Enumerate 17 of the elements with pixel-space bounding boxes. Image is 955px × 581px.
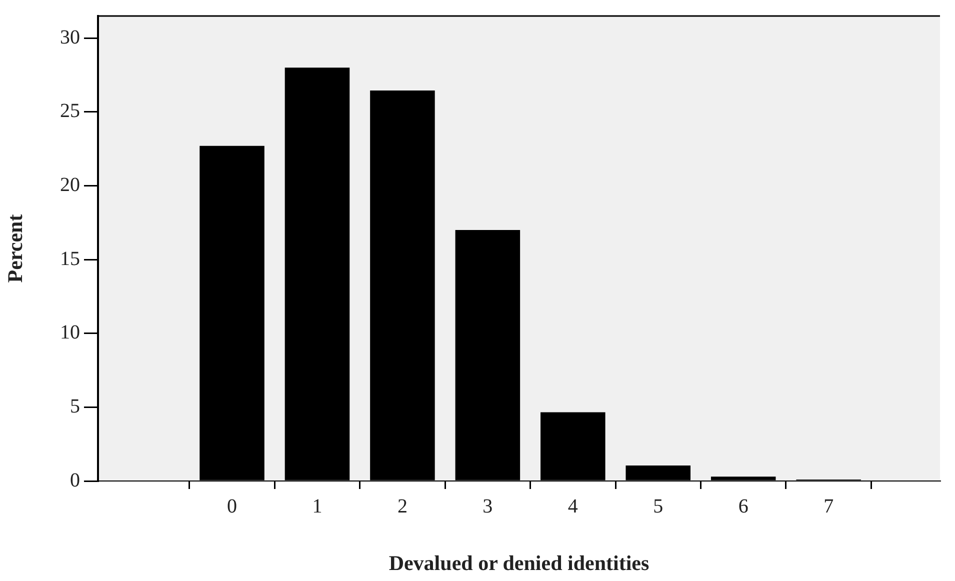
x-tick-label: 4 xyxy=(568,495,578,518)
y-tick-label: 10 xyxy=(60,322,80,344)
x-tick-label: 1 xyxy=(312,495,322,518)
y-tick-label: 0 xyxy=(70,469,80,492)
y-tick-label: 15 xyxy=(60,248,80,270)
x-tick-label: 7 xyxy=(824,495,834,518)
y-tick-label: 20 xyxy=(60,174,80,196)
y-tick-label: 5 xyxy=(70,395,80,418)
x-tick-label: 0 xyxy=(227,495,238,518)
x-tick-label: 3 xyxy=(482,495,493,518)
y-tick-label: 30 xyxy=(60,26,80,48)
y-axis-title: Percent xyxy=(3,214,28,283)
y-tick-label: 25 xyxy=(60,100,80,122)
x-tick-label: 5 xyxy=(653,495,664,518)
x-axis-title: Devalued or denied identities xyxy=(388,550,650,575)
x-tick-label: 2 xyxy=(397,495,408,518)
x-tick-label: 6 xyxy=(738,495,748,518)
